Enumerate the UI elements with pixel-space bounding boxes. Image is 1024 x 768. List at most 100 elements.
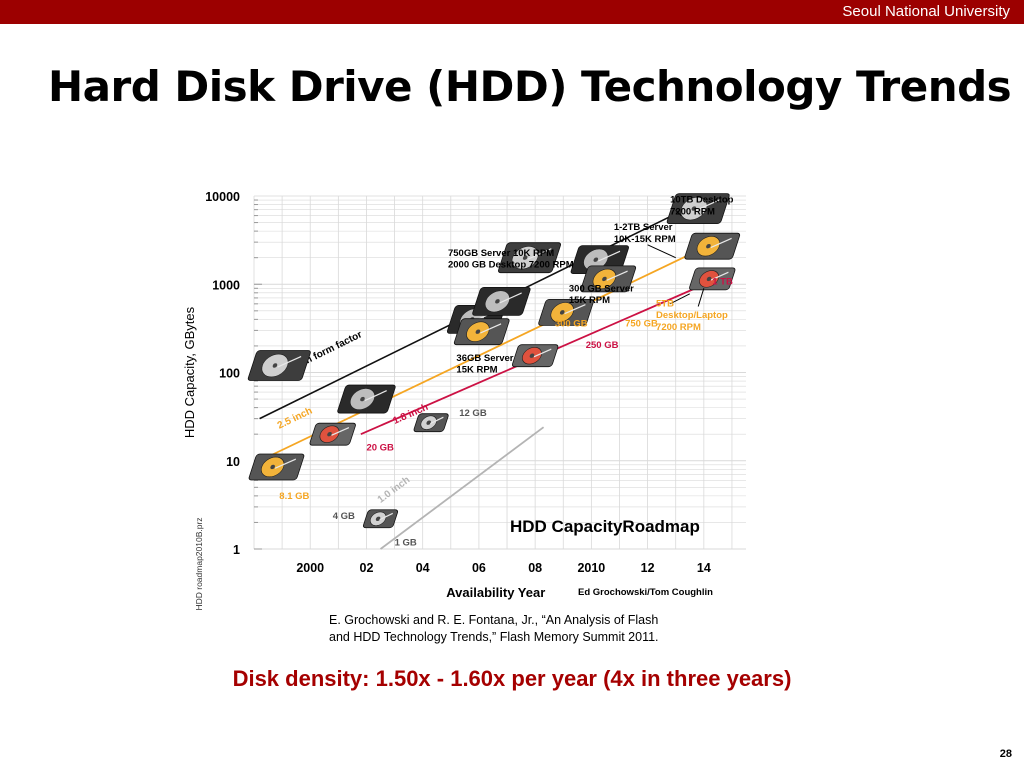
x-tick-label: 2000 [296, 561, 324, 575]
drive-arm [277, 355, 302, 368]
y-axis-label: HDD Capacity, GBytes [182, 306, 197, 438]
annotation-label: 7200 RPM [656, 322, 701, 333]
hard-drive-icon [453, 318, 510, 346]
drive-spindle [360, 396, 365, 402]
y-tick-label: 1000 [212, 278, 240, 292]
drive-arm [364, 390, 387, 402]
annotation-label: 10TB Desktop [670, 195, 734, 206]
annotation-arrow [669, 293, 690, 305]
hard-drive-icon [580, 265, 637, 293]
hard-drive-icon [309, 422, 356, 446]
y-tick-label: 10 [226, 455, 240, 469]
annotation-label: Desktop/Laptop [656, 310, 728, 321]
annotation-label: 7200 RPM [670, 206, 715, 217]
annotation-label: 20 GB [366, 443, 394, 454]
x-tick-label: 02 [360, 561, 374, 575]
grid-lines [253, 195, 746, 550]
drive-spindle [272, 363, 278, 368]
annotation-label: 750 GB [625, 319, 658, 330]
annotation-label: 300 GB [555, 319, 588, 330]
hard-drive-icon [689, 267, 736, 291]
x-axis-label: Availability Year [446, 585, 545, 600]
university-name: Seoul National University [842, 3, 1010, 20]
drive-spindle [559, 310, 565, 315]
drive-arm [598, 250, 621, 262]
annotation-label: 5TB [656, 298, 674, 309]
hard-drive-icon [247, 350, 311, 381]
annotation-label: 4 GB [333, 511, 355, 522]
drive-arm [480, 323, 502, 334]
hard-drive-icon [666, 193, 730, 224]
annotation-label: 15K RPM [569, 295, 610, 306]
top-banner: Seoul National University [0, 0, 1024, 24]
hdd-capacity-roadmap-chart: 1 10 100 1000 10000 2000 02 04 06 08 2010 12 14 Avail… [182, 190, 746, 611]
annotation-label: 1-2TB Server [614, 222, 673, 233]
density-note: Disk density: 1.50x - 1.60x per year (4x… [232, 666, 792, 691]
x-tick-label: 14 [697, 561, 711, 575]
x-tick-label: 08 [528, 561, 542, 575]
drive-spindle [529, 353, 535, 358]
annotation-label: 750GB Server 10K RPM [448, 248, 554, 259]
hard-drive-icon [472, 286, 531, 316]
hard-drive-icon [337, 384, 396, 414]
x-tick-label: 06 [472, 561, 486, 575]
annotation-label: 8.1 GB [279, 491, 309, 502]
y-tick-label: 100 [219, 367, 240, 381]
citation: E. Grochowski and R. E. Fontana, Jr., “A… [329, 612, 659, 646]
citation-line-1: E. Grochowski and R. E. Fontana, Jr., “A… [329, 613, 659, 627]
annotation-label: 250 GB [586, 340, 619, 351]
hard-drive-icon [248, 453, 305, 481]
annotation-arrow [697, 288, 705, 307]
y-tick-label: 10000 [205, 190, 240, 204]
drive-arm [606, 270, 628, 281]
annotation-label: 1 GB [395, 537, 417, 548]
drive-spindle [426, 420, 432, 425]
drive-arm [430, 416, 444, 425]
drive-spindle [593, 257, 599, 262]
hard-drive-icon [498, 242, 561, 274]
y-tick-label: 1 [233, 543, 240, 557]
drive-spindle [327, 431, 332, 437]
annotation-arrow [675, 209, 682, 216]
hard-drive-icon [684, 232, 741, 260]
slide-title: Hard Disk Drive (HDD) Technology Trends [48, 62, 1012, 111]
drive-arm [696, 198, 721, 211]
drive-spindle [375, 516, 381, 521]
hard-drive-icon [362, 509, 399, 529]
page-number: 28 [999, 748, 1012, 760]
hard-drive-icon [413, 413, 449, 433]
hard-drive-icon [538, 298, 594, 326]
citation-line-2: and HDD Technology Trends,” Flash Memory… [329, 630, 659, 644]
drive-spindle [602, 276, 607, 282]
drive-spindle [691, 206, 697, 211]
annotation-label: 36GB Server [456, 353, 513, 364]
chart-title: HDD CapacityRoadmap [510, 517, 700, 536]
drive-spindle [270, 464, 275, 470]
drive-arm [379, 512, 393, 521]
drive-arm [710, 271, 729, 281]
x-tick-label: 2010 [577, 561, 605, 575]
hard-drive-icon [511, 344, 559, 368]
drive-arm [274, 458, 296, 469]
drive-arm [331, 426, 349, 436]
annotation-label: 10K-15K RPM [614, 234, 676, 245]
drive-spindle [706, 243, 711, 249]
drive-spindle [475, 329, 481, 334]
x-tick-label: 12 [641, 561, 655, 575]
drive-arm [710, 237, 732, 249]
drive-spindle [495, 299, 500, 304]
drive-arm [527, 248, 552, 260]
annotation-label: 300 GB Server [569, 283, 634, 294]
annotation-label: 12 GB [459, 408, 487, 419]
drive-arm [564, 303, 586, 315]
drive-arm [499, 292, 522, 304]
trend-line [379, 426, 545, 550]
annotation-arrow [647, 244, 676, 259]
annotation-label: 2000 GB Desktop 7200 RPM [448, 259, 574, 270]
drive-spindle [706, 276, 712, 282]
drive-spindle [522, 255, 528, 260]
chart-credit: Ed Grochowski/Tom Coughlin [578, 587, 713, 598]
roadmap-file-note: HDD roadmap2010B.prz [194, 517, 204, 610]
drive-arm [533, 348, 552, 358]
annotation-label: 15K RPM [456, 365, 497, 376]
